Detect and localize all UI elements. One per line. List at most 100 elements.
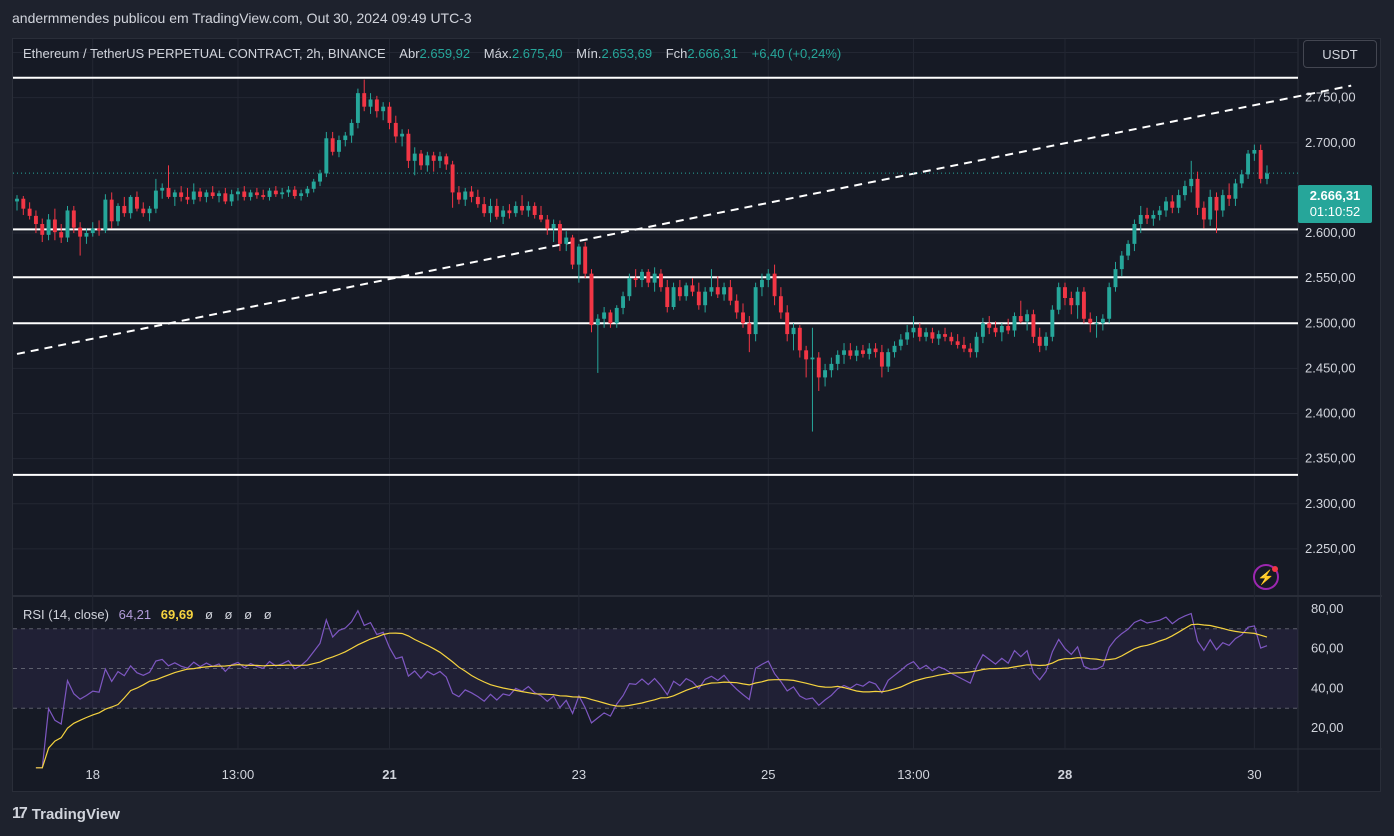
candle-body: [324, 138, 329, 174]
lightning-icon[interactable]: ⚡: [1253, 564, 1279, 590]
candle-body: [570, 237, 575, 265]
candle-body: [1138, 214, 1143, 224]
rsi-tick-label: 80,00: [1311, 601, 1344, 616]
candle-body: [236, 191, 240, 195]
time-tick-label: 30: [1247, 767, 1261, 782]
candle-body: [1195, 178, 1200, 208]
placeholder-4: ø: [263, 607, 272, 622]
current-price: 2.666,31: [1309, 188, 1361, 203]
rsi-ma-value: 69,69: [160, 607, 194, 622]
chart-panel[interactable]: 2.800,002.750,002.700,002.600,002.550,00…: [12, 38, 1382, 793]
candle-body: [917, 327, 922, 337]
candle-body: [892, 345, 897, 353]
candle-body: [128, 196, 133, 214]
footer-brand[interactable]: 17 TradingView: [12, 805, 120, 823]
candle-body: [172, 192, 177, 197]
candle-body: [797, 327, 802, 351]
candle-body: [696, 291, 701, 306]
candle-body: [33, 215, 38, 224]
candle-body: [1170, 201, 1175, 208]
candle-body: [980, 323, 985, 337]
candle-body: [614, 307, 619, 324]
candle-body: [829, 363, 834, 371]
candle-body: [431, 155, 436, 161]
candle-body: [482, 204, 487, 214]
candle-body: [1063, 287, 1067, 298]
candle-body: [305, 188, 310, 194]
candle-body: [134, 196, 139, 209]
candle-body: [513, 205, 518, 214]
low-value: 2.653,69: [601, 46, 653, 61]
candle-body: [27, 208, 32, 216]
candle-body: [116, 205, 120, 222]
candle-body: [122, 205, 127, 214]
candle-body: [962, 344, 966, 349]
candle-body: [595, 318, 600, 326]
candle-body: [722, 287, 727, 295]
price-tick-label: 2.550,00: [1305, 270, 1356, 285]
candle-body: [1246, 153, 1251, 175]
candle-body: [438, 156, 442, 161]
candle-body: [191, 191, 196, 200]
candle-body: [1107, 287, 1112, 319]
candle-body: [1031, 314, 1036, 337]
rsi-legend[interactable]: RSI (14, close) 64,21 69,69 ø ø ø ø: [23, 607, 272, 622]
notification-dot: [1272, 566, 1278, 572]
currency-button[interactable]: USDT: [1303, 40, 1377, 68]
candle-body: [993, 327, 998, 333]
candle-body: [1157, 210, 1162, 215]
candle-body: [65, 210, 70, 238]
candle-body: [450, 164, 455, 193]
candle-body: [1126, 243, 1131, 256]
time-tick-label: 25: [761, 767, 775, 782]
dashed-trendline: [16, 84, 1352, 355]
candlestick-chart[interactable]: 2.800,002.750,002.700,002.600,002.550,00…: [13, 39, 1382, 793]
candle-body: [621, 296, 626, 308]
candle-body: [1100, 318, 1105, 324]
candle-body: [400, 133, 405, 137]
tradingview-logo-icon: 17: [12, 805, 28, 822]
candle-body: [898, 339, 903, 346]
candle-body: [608, 312, 613, 324]
candle-body: [690, 285, 695, 292]
candle-body: [494, 205, 499, 217]
open-label: Abr: [399, 46, 420, 61]
candle-body: [854, 350, 859, 356]
time-tick-label: 23: [572, 767, 586, 782]
publisher-line: andermmendes publicou em TradingView.com…: [12, 10, 472, 26]
candle-body: [299, 193, 304, 197]
candle-body: [185, 196, 190, 200]
candle-body: [658, 273, 663, 288]
candle-body: [526, 205, 531, 211]
candle-body: [419, 153, 423, 166]
candle-body: [747, 323, 752, 335]
candle-body: [330, 138, 335, 152]
candle-body: [463, 191, 468, 200]
candle-body: [627, 278, 632, 297]
candle-body: [267, 190, 272, 197]
candle-body: [1227, 195, 1232, 199]
candle-body: [78, 227, 83, 237]
rsi-tick-label: 40,00: [1311, 680, 1344, 695]
candle-body: [1119, 255, 1124, 270]
candle-body: [273, 190, 278, 195]
candle-body: [1252, 150, 1257, 154]
candle-body: [40, 224, 45, 235]
candle-body: [318, 173, 322, 182]
candle-body: [1182, 186, 1187, 196]
candle-body: [949, 336, 954, 342]
candle-body: [1081, 291, 1086, 319]
candle-body: [1050, 309, 1055, 337]
current-price-badge: 2.666,31 01:10:52: [1298, 185, 1372, 223]
rsi-tick-label: 20,00: [1311, 720, 1344, 735]
candle-body: [374, 99, 379, 112]
rsi-name: RSI (14, close): [23, 607, 109, 622]
candle-body: [229, 194, 234, 202]
candle-body: [943, 334, 947, 337]
candle-body: [355, 93, 360, 123]
candle-body: [292, 189, 297, 197]
candle-body: [1012, 316, 1017, 331]
candle-body: [1258, 150, 1263, 179]
candle-body: [1088, 318, 1093, 324]
low-label: Mín.: [576, 46, 602, 61]
